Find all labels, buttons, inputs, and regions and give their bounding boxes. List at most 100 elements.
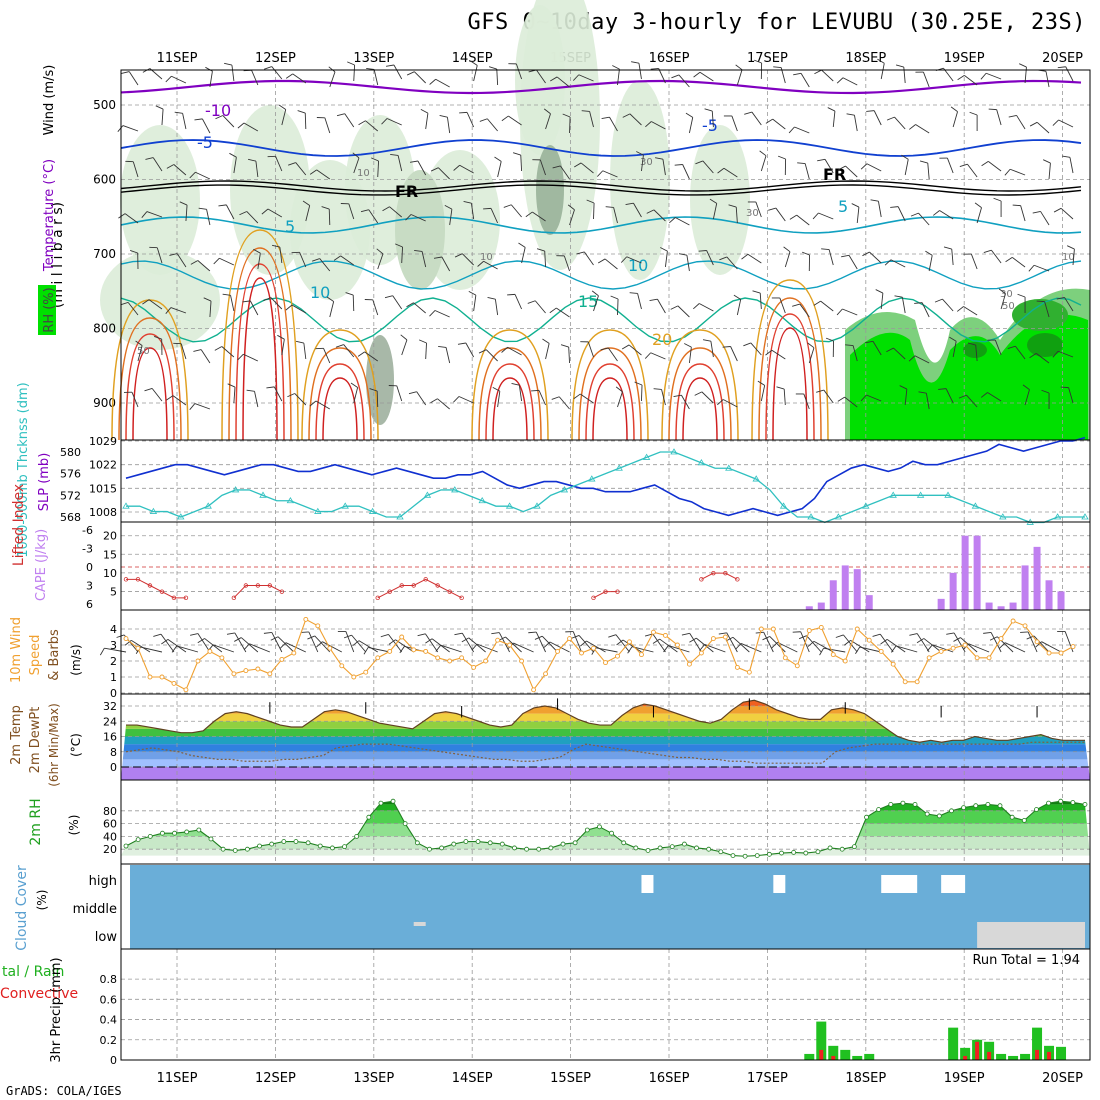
wind-barb-feather	[352, 152, 360, 159]
upper-wind-barb	[1036, 300, 1050, 318]
wind-barb-feather	[406, 302, 414, 308]
wind-barb-feather	[1060, 386, 1069, 389]
upper-wind-barb	[851, 203, 860, 224]
li-marker	[723, 570, 728, 576]
upper-wind-barb	[222, 293, 235, 312]
wind-barb-feather	[910, 212, 919, 217]
surface-wind-barb	[435, 644, 462, 653]
wind-barb-staff	[343, 344, 355, 358]
freezing-level-line-b	[120, 184, 1082, 196]
wind-barb-feather	[335, 344, 344, 348]
cape-bar	[961, 535, 969, 610]
wind-barb-staff	[987, 392, 1002, 402]
rh-marker	[548, 845, 554, 851]
wind-barb-staff	[161, 109, 164, 126]
wind-barb-staff	[410, 214, 426, 222]
wind-speed-marker	[758, 626, 764, 632]
upper-wind-barb	[1005, 256, 1026, 268]
temp-contour-warm	[485, 363, 535, 441]
wind-speed-marker	[255, 666, 261, 672]
temp-contour-warm	[125, 333, 175, 441]
temp-contour-warm	[668, 347, 732, 441]
li-tick: 6	[86, 598, 93, 611]
wind-barb-staff	[234, 632, 247, 653]
upper-wind-barb	[503, 204, 522, 218]
contour-label: 10	[357, 168, 370, 179]
wind-barb-staff	[324, 117, 331, 134]
wind-barb-staff	[424, 633, 439, 653]
wind-barb-feather	[552, 165, 561, 169]
upper-wind-barb	[501, 115, 522, 126]
upper-wind-barb	[418, 339, 427, 360]
wind-barb-staff	[180, 343, 187, 360]
cape-tick: 10	[103, 567, 117, 580]
upper-wind-barb	[194, 118, 211, 134]
wind-barb-staff	[514, 294, 522, 310]
wind-barb-staff	[348, 203, 355, 220]
wind-barb-staff	[468, 637, 486, 653]
wind-barb-feather	[597, 258, 606, 264]
upper-wind-barb	[376, 248, 384, 270]
wind-barb-feather	[512, 152, 521, 156]
wind-speed-marker	[1022, 623, 1028, 629]
wind-barb-feather	[277, 334, 285, 340]
wind-barb-feather	[381, 118, 388, 125]
high-cloud-block	[881, 875, 918, 893]
wind-barb-staff	[890, 259, 906, 268]
rh-marker	[949, 808, 954, 814]
wind-barb-feather	[693, 303, 700, 310]
wind-barb-feather	[591, 290, 599, 297]
upper-wind-barb	[694, 391, 714, 404]
wind-barb-staff	[893, 347, 906, 360]
wind-barb-staff	[498, 632, 510, 653]
wind-barb-feather	[227, 383, 236, 388]
wind-barb-feather	[670, 305, 679, 310]
upper-wind-barb	[793, 72, 810, 88]
upper-wind-barb	[841, 254, 858, 270]
upper-wind-barb	[950, 106, 958, 128]
wind-speed-marker	[734, 664, 740, 670]
wind-barb-staff	[388, 634, 403, 653]
wind-barb-feather	[644, 633, 653, 637]
thickness-marker	[807, 513, 815, 520]
wind-barb-staff	[617, 391, 623, 408]
wind-barb-staff	[903, 67, 906, 84]
upper-wind-barb	[345, 292, 355, 312]
wind-barb-feather	[608, 634, 617, 638]
wind-barb-feather	[704, 108, 713, 112]
wind-barb-feather	[409, 160, 419, 163]
upper-wind-barb	[631, 61, 642, 80]
surface-wind-barb	[190, 633, 211, 653]
rh-marker	[560, 841, 566, 847]
wind-barb-feather	[1056, 296, 1065, 300]
contour-label: 10	[1062, 252, 1075, 263]
wind-barb-staff	[572, 631, 582, 653]
wind-barb-feather	[899, 385, 908, 390]
rh-core	[963, 342, 987, 358]
wind-barb-staff	[322, 641, 342, 653]
temp-contour-warm	[228, 247, 292, 441]
precip-convective-bar	[1035, 1049, 1040, 1060]
wind-barb-feather	[1022, 384, 1030, 390]
upper-wind-barb	[983, 249, 1002, 264]
upper-wind-barb	[1007, 345, 1026, 360]
rh-marker	[888, 802, 894, 807]
wind-barb-feather	[718, 632, 727, 635]
rh-marker	[742, 853, 748, 859]
wind-barb-feather	[719, 256, 728, 261]
wind-barb-staff	[231, 65, 235, 82]
surface-wind-barb	[909, 633, 930, 653]
wind-barb-feather	[550, 76, 558, 82]
upper-wind-barb	[838, 165, 858, 178]
temp-contour-warm	[772, 327, 808, 441]
wind-barb-staff	[586, 640, 606, 653]
wind-barb-staff	[1000, 293, 1006, 310]
wind-barb-feather	[663, 645, 669, 653]
wind-barb-staff	[470, 203, 475, 220]
upper-wind-barb	[1008, 114, 1026, 130]
wind-barb-feather	[702, 339, 711, 342]
wind-barb-feather	[226, 632, 235, 635]
wind-barb-staff	[915, 124, 930, 134]
upper-wind-barb	[673, 394, 690, 410]
li-marker	[267, 583, 273, 588]
